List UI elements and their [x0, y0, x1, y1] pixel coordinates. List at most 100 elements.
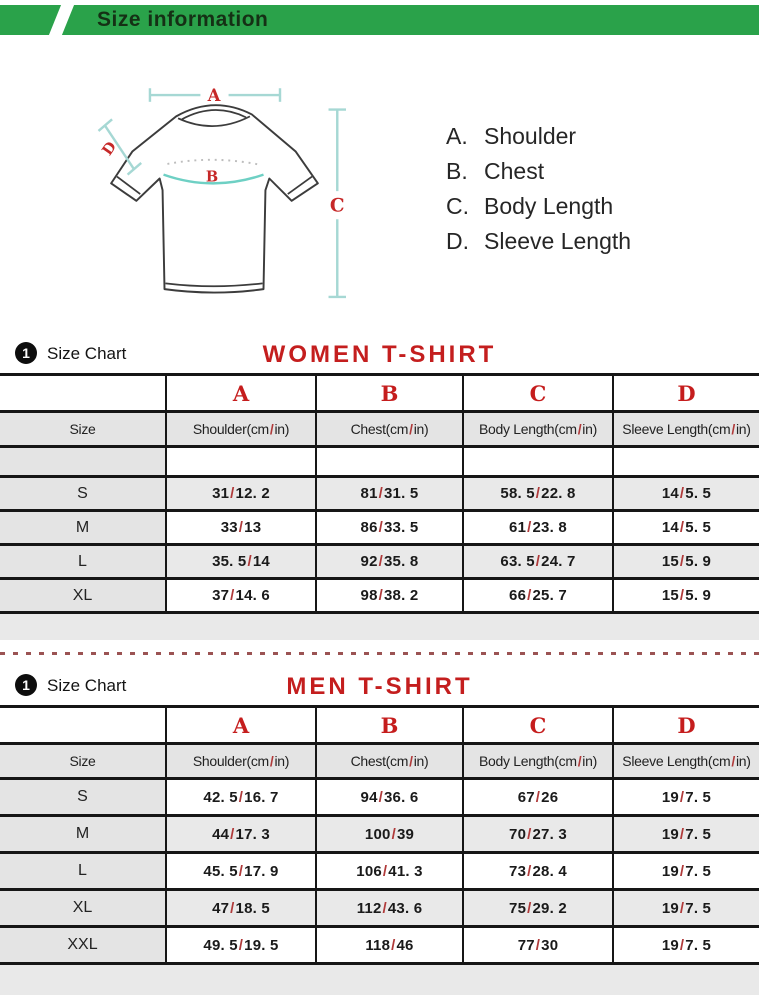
slash-separator: /: [378, 788, 384, 806]
measurement-cell: 63. 5/24. 7: [461, 546, 612, 577]
measurement-cell: 98/38. 2: [314, 580, 462, 611]
measure-column-header: Shoulder(cm / in): [165, 413, 315, 445]
slash-separator: /: [238, 862, 244, 880]
legend-key: B.: [446, 158, 468, 184]
column-letter: [0, 376, 165, 410]
measurement-cell: 58. 5/22. 8: [461, 478, 612, 509]
green-header-bar: Size information: [0, 3, 759, 37]
measurement-diagram-section: A B C D A. Shoulder B. Chest C. Body Length…: [0, 35, 759, 337]
measure-label-a: A: [207, 86, 221, 105]
slash-separator: /: [731, 421, 735, 437]
legend-item-sleeve-length: D. Sleeve Length: [446, 228, 631, 255]
empty-cell: [314, 448, 462, 475]
measurement-cell: 118/46: [314, 928, 462, 962]
size-label-cell: XL: [0, 580, 165, 611]
slash-separator: /: [527, 899, 532, 917]
header-slash-decoration: [48, 3, 75, 37]
measure-line-c: [328, 108, 346, 299]
measurement-cell: 14/5. 5: [611, 478, 759, 509]
measurement-cell: 19/7. 5: [611, 780, 759, 814]
size-label-cell: XXL: [0, 928, 165, 962]
women-section-header: 1 Size Chart WOMEN T-SHIRT: [0, 337, 759, 373]
tshirt-outline: [110, 104, 319, 294]
measurement-cell: 75/29. 2: [461, 891, 612, 925]
slash-separator: /: [577, 421, 582, 437]
size-label-cell: XL: [0, 891, 165, 925]
table-row: M 44/17. 3 100/39 70/27. 3 19/7. 5: [0, 817, 759, 854]
empty-spacer-row: [0, 448, 759, 478]
size-label-cell: S: [0, 780, 165, 814]
slash-separator: /: [679, 788, 685, 806]
measurement-cell: 77/30: [461, 928, 612, 962]
legend-key: D.: [446, 228, 469, 254]
dotted-divider: [0, 651, 759, 655]
measure-column-header: Body Length(cm / in): [461, 745, 612, 777]
measurement-cell: 86/33. 5: [314, 512, 462, 543]
column-letter: [0, 708, 165, 742]
slash-separator: /: [238, 788, 244, 806]
size-chart-label: Size Chart: [47, 344, 127, 363]
measurement-cell: 19/7. 5: [611, 928, 759, 962]
measurement-cell: 92/35. 8: [314, 546, 462, 577]
measure-column-header: Chest(cm / in): [314, 745, 462, 777]
neckline-scoop: [177, 115, 251, 127]
column-headers-row: Size Shoulder(cm / in) Chest(cm / in) Body …: [0, 413, 759, 448]
legend-label: Body Length: [484, 193, 614, 219]
slash-separator: /: [577, 753, 582, 769]
measurement-cell: 14/5. 5: [611, 512, 759, 543]
legend-label: Sleeve Length: [484, 228, 632, 254]
chest-curve: [163, 173, 264, 185]
column-letter: A: [165, 376, 315, 410]
measurement-cell: 106/41. 3: [314, 854, 462, 888]
slash-separator: /: [238, 936, 244, 954]
tshirt-diagram: A B C D: [97, 86, 346, 299]
measurement-cell: 61/23. 8: [461, 512, 612, 543]
measurement-cell: 19/7. 5: [611, 817, 759, 851]
column-letter: C: [461, 708, 612, 742]
column-letter: A: [165, 708, 315, 742]
men-table-footer-band: [0, 965, 759, 995]
table-row: M 33/13 86/33. 5 61/23. 8 14/5. 5: [0, 512, 759, 546]
women-size-table: A B C D Size Shoulder(cm / in) Chest(cm / in) B…: [0, 373, 759, 614]
slash-separator: /: [238, 519, 244, 536]
slash-separator: /: [535, 485, 541, 502]
legend-item-shoulder: A. Shoulder: [446, 123, 631, 150]
measurement-cell: 37/14. 6: [165, 580, 315, 611]
slash-separator: /: [409, 421, 413, 437]
measurement-cell: 47/18. 5: [165, 891, 315, 925]
slash-separator: /: [679, 862, 685, 880]
measure-label-c: C: [330, 195, 345, 216]
slash-separator: /: [679, 825, 685, 843]
measurement-cell: 19/7. 5: [611, 854, 759, 888]
left-cuff-line: [116, 175, 141, 195]
slash-separator: /: [269, 421, 274, 437]
table-row: L 45. 5/17. 9 106/41. 3 73/28. 4 19/7. 5: [0, 854, 759, 891]
measure-column-header: Sleeve Length(cm / in): [611, 413, 759, 445]
slash-separator: /: [535, 553, 541, 570]
slash-separator: /: [679, 485, 685, 502]
legend-label: Shoulder: [484, 123, 577, 149]
slash-separator: /: [247, 553, 252, 570]
measurement-cell: 35. 5/14: [165, 546, 315, 577]
measurement-cell: 67/26: [461, 780, 612, 814]
column-letter: C: [461, 376, 612, 410]
slash-separator: /: [378, 519, 384, 536]
slash-separator: /: [679, 587, 685, 604]
number-badge: 1: [15, 674, 37, 696]
measurement-cell: 19/7. 5: [611, 891, 759, 925]
measurement-cell: 66/25. 7: [461, 580, 612, 611]
slash-separator: /: [527, 862, 532, 880]
empty-cell: [461, 448, 612, 475]
measurement-cell: 45. 5/17. 9: [165, 854, 315, 888]
measurement-cell: 70/27. 3: [461, 817, 612, 851]
women-table-footer-band: [0, 614, 759, 640]
size-label-cell: S: [0, 478, 165, 509]
slash-separator: /: [535, 788, 541, 806]
measurement-cell: 81/31. 5: [314, 478, 462, 509]
slash-separator: /: [378, 587, 384, 604]
men-size-table: A B C D Size Shoulder(cm / in) Chest(cm / in) B…: [0, 705, 759, 965]
legend-key: A.: [446, 123, 468, 149]
legend-item-chest: B. Chest: [446, 158, 631, 185]
table-row: S 31/12. 2 81/31. 5 58. 5/22. 8 14/5. 5: [0, 478, 759, 512]
table-row: XL 47/18. 5 112/43. 6 75/29. 2 19/7. 5: [0, 891, 759, 928]
